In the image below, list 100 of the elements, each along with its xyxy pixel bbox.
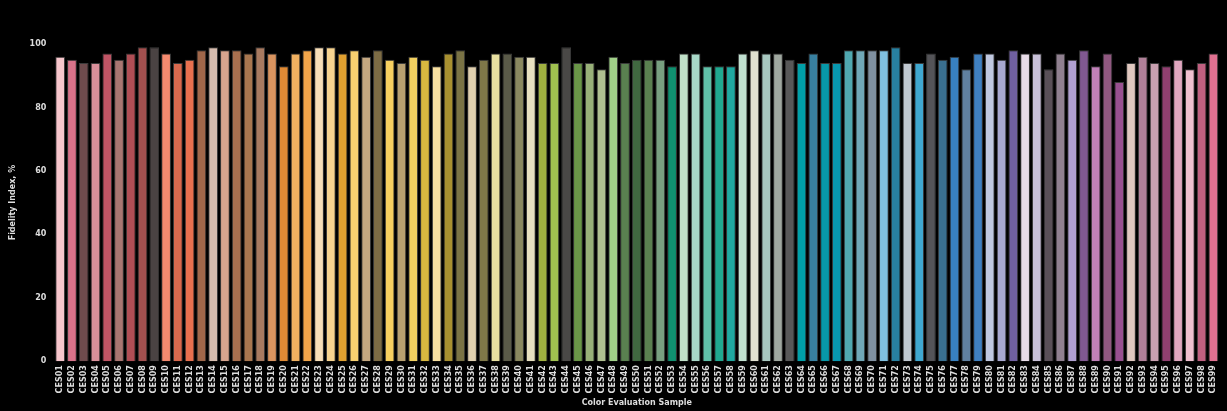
x-tick-label: CES96: [1173, 364, 1183, 394]
x-tick-label: CES52: [655, 365, 665, 394]
x-tick-label: CES85: [1043, 364, 1053, 394]
x-tick-label: CES08: [137, 364, 147, 394]
x-tick-label: CES71: [878, 364, 888, 394]
x-tick-label: CES94: [1149, 364, 1159, 394]
x-tick-label: CES61: [761, 364, 771, 394]
x-tick-label: CES99: [1208, 364, 1218, 394]
x-tick-label: CES27: [361, 365, 371, 394]
x-tick-label: CES23: [314, 365, 324, 394]
x-axis-title: Color Evaluation Sample: [581, 398, 693, 408]
x-tick-label: CES13: [196, 365, 206, 394]
x-tick-label: CES55: [690, 364, 700, 394]
x-tick-label: CES48: [608, 364, 618, 394]
x-tick-label: CES19: [267, 364, 277, 394]
x-tick-label: CES37: [478, 365, 488, 394]
x-tick-label: CES68: [843, 364, 853, 394]
x-tick-label: CES34: [443, 364, 453, 394]
x-tick-label: CES25: [337, 364, 347, 394]
x-tick-label: CES50: [631, 364, 641, 394]
x-tick-label: CES46: [584, 364, 594, 394]
x-tick-label: CES54: [678, 364, 688, 394]
x-tick-label: CES70: [867, 364, 877, 394]
x-tick-label: CES57: [714, 365, 724, 394]
y-tick-label: 0: [40, 356, 47, 366]
x-tick-label: CES88: [1079, 364, 1089, 394]
x-tick-label: CES93: [1137, 365, 1147, 394]
x-tick-label: CES60: [749, 364, 759, 394]
x-tick-label: CES56: [702, 364, 712, 394]
x-tick-label: CES76: [937, 364, 947, 394]
y-tick-label: 60: [35, 165, 47, 175]
y-tick-label: 20: [35, 292, 47, 302]
x-tick-label: CES59: [737, 364, 747, 394]
x-tick-label: CES35: [455, 364, 465, 394]
x-tick-label: CES03: [78, 365, 88, 394]
x-tick-label: CES20: [278, 364, 288, 394]
x-tick-label: CES45: [573, 364, 583, 394]
x-tick-label: CES14: [208, 364, 218, 394]
x-tick-label: CES24: [325, 364, 335, 394]
x-tick-label: CES53: [667, 365, 677, 394]
x-tick-label: CES89: [1090, 364, 1100, 394]
x-tick-label: CES75: [926, 364, 936, 394]
x-tick-label: CES67: [831, 365, 841, 394]
y-tick-label: 80: [35, 102, 47, 112]
x-tick-label: CES33: [431, 365, 441, 394]
x-tick-label: CES63: [784, 365, 794, 394]
x-tick-label: CES41: [525, 364, 535, 394]
x-tick-label: CES83: [1020, 365, 1030, 394]
x-tick-label: CES81: [996, 364, 1006, 394]
y-tick-label: 100: [29, 39, 47, 49]
x-tick-label: CES58: [725, 364, 735, 394]
x-tick-label: CES62: [773, 365, 783, 394]
x-tick-label: CES29: [384, 364, 394, 394]
x-tick-label: CES64: [796, 364, 806, 394]
y-axis-title: Fidelity Index, %: [7, 164, 17, 241]
x-tick-label: CES47: [596, 365, 606, 394]
y-tick-label: 40: [35, 229, 47, 239]
x-tick-label: CES07: [125, 365, 135, 394]
x-tick-label: CES51: [643, 364, 653, 394]
x-tick-label: CES42: [537, 365, 547, 394]
x-tick-label: CES43: [549, 365, 559, 394]
x-tick-label: CES40: [514, 364, 524, 394]
x-tick-label: CES30: [396, 364, 406, 394]
x-tick-label: CES09: [149, 364, 159, 394]
x-tick-label: CES79: [973, 364, 983, 394]
x-tick-label: CES39: [502, 364, 512, 394]
x-tick-label: CES10: [161, 364, 171, 394]
x-tick-label: CES91: [1114, 364, 1124, 394]
x-tick-label: CES32: [420, 365, 430, 394]
x-tick-label: CES65: [808, 364, 818, 394]
x-tick-label: CES90: [1102, 364, 1112, 394]
x-tick-label: CES73: [902, 365, 912, 394]
x-tick-label: CES80: [984, 364, 994, 394]
x-tick-label: CES11: [172, 364, 182, 394]
x-tick-label: CES02: [67, 365, 77, 394]
x-tick-label: CES31: [408, 364, 418, 394]
x-tick-label: CES05: [102, 364, 112, 394]
x-tick-label: CES92: [1126, 365, 1136, 394]
x-tick-label: CES28: [372, 364, 382, 394]
x-tick-label: CES04: [90, 364, 100, 394]
x-tick-label: CES98: [1196, 364, 1206, 394]
x-tick-label: CES97: [1184, 365, 1194, 394]
x-tick-label: CES18: [255, 364, 265, 394]
x-tick-label: CES86: [1055, 364, 1065, 394]
x-tick-label: CES01: [55, 364, 65, 394]
x-tick-label: CES77: [949, 365, 959, 394]
x-tick-label: CES82: [1008, 365, 1018, 394]
x-tick-label: CES15: [220, 364, 229, 394]
x-tick-label: CES49: [620, 364, 630, 394]
x-tick-label: CES72: [890, 365, 900, 394]
x-tick-label: CES66: [820, 364, 830, 394]
x-tick-label: CES44: [561, 364, 571, 394]
x-tick-label: CES95: [1161, 364, 1171, 394]
x-tick-label: CES84: [1031, 364, 1041, 394]
x-tick-label: CES38: [490, 364, 500, 394]
x-tick-label: CES26: [349, 364, 359, 394]
x-tick-label: CES12: [184, 365, 194, 394]
x-tick-label: CES16: [231, 364, 241, 394]
x-tick-label: CES06: [114, 364, 124, 394]
x-tick-label: CES36: [467, 364, 477, 394]
